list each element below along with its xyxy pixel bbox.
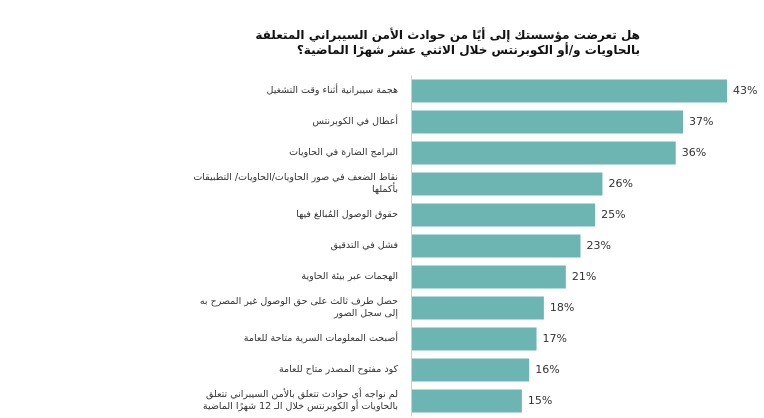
value-label-4: 26%: [608, 177, 633, 190]
bar-9: [412, 327, 537, 351]
value-label-8: 18%: [549, 301, 575, 314]
category-label-1: هجمة سيبرانية أثناء وقت التشغيل: [266, 85, 398, 96]
bar-7: [412, 265, 566, 289]
value-label-2: 37%: [689, 115, 714, 128]
category-label-11: لم نواجه أي حوادث تتعلق بالأمن السيبراني…: [202, 389, 398, 412]
value-label-9: 17%: [542, 332, 567, 345]
category-label-7: الهجمات عبر بيئة الحاوية: [301, 271, 398, 282]
value-label-6: 23%: [586, 239, 611, 252]
value-label-10: 16%: [535, 363, 560, 376]
bar-10: [412, 358, 530, 382]
bar-1: [412, 79, 727, 103]
value-label-1: 43%: [733, 84, 758, 97]
value-label-3: 36%: [681, 146, 707, 159]
value-label-11: 15%: [527, 394, 553, 407]
bars-group: [412, 79, 727, 413]
bar-3: [412, 141, 676, 165]
bar-5: [412, 203, 596, 227]
bar-8: [412, 296, 544, 320]
chart-title: هل تعرضت مؤسستك إلى أيًا من حوادث الأمن …: [255, 28, 640, 57]
category-label-5: حقوق الوصول المُبالغ فيها: [296, 209, 398, 220]
category-label-9: أصبحت المعلومات السرية متاحة للعامة: [243, 333, 398, 344]
category-label-6: فشل في التدقيق: [330, 240, 398, 251]
bar-6: [412, 234, 581, 258]
bar-11: [412, 389, 522, 413]
bar-4: [412, 172, 603, 196]
category-label-3: البرامج الضارة في الحاويات: [289, 147, 398, 158]
category-label-4: نقاط الضعف في صور الحاويات/الحاويات/ الت…: [193, 172, 398, 195]
bar-2: [412, 110, 684, 134]
category-label-10: كود مفتوح المصدر متاح للعامة: [278, 364, 398, 375]
value-label-5: 25%: [601, 208, 626, 221]
category-label-2: أعطال في الكوبرنتس: [312, 116, 398, 127]
category-label-8: حصل طرف ثالث على حق الوصول غير المصرح به…: [199, 296, 398, 319]
value-label-7: 21%: [571, 270, 597, 283]
